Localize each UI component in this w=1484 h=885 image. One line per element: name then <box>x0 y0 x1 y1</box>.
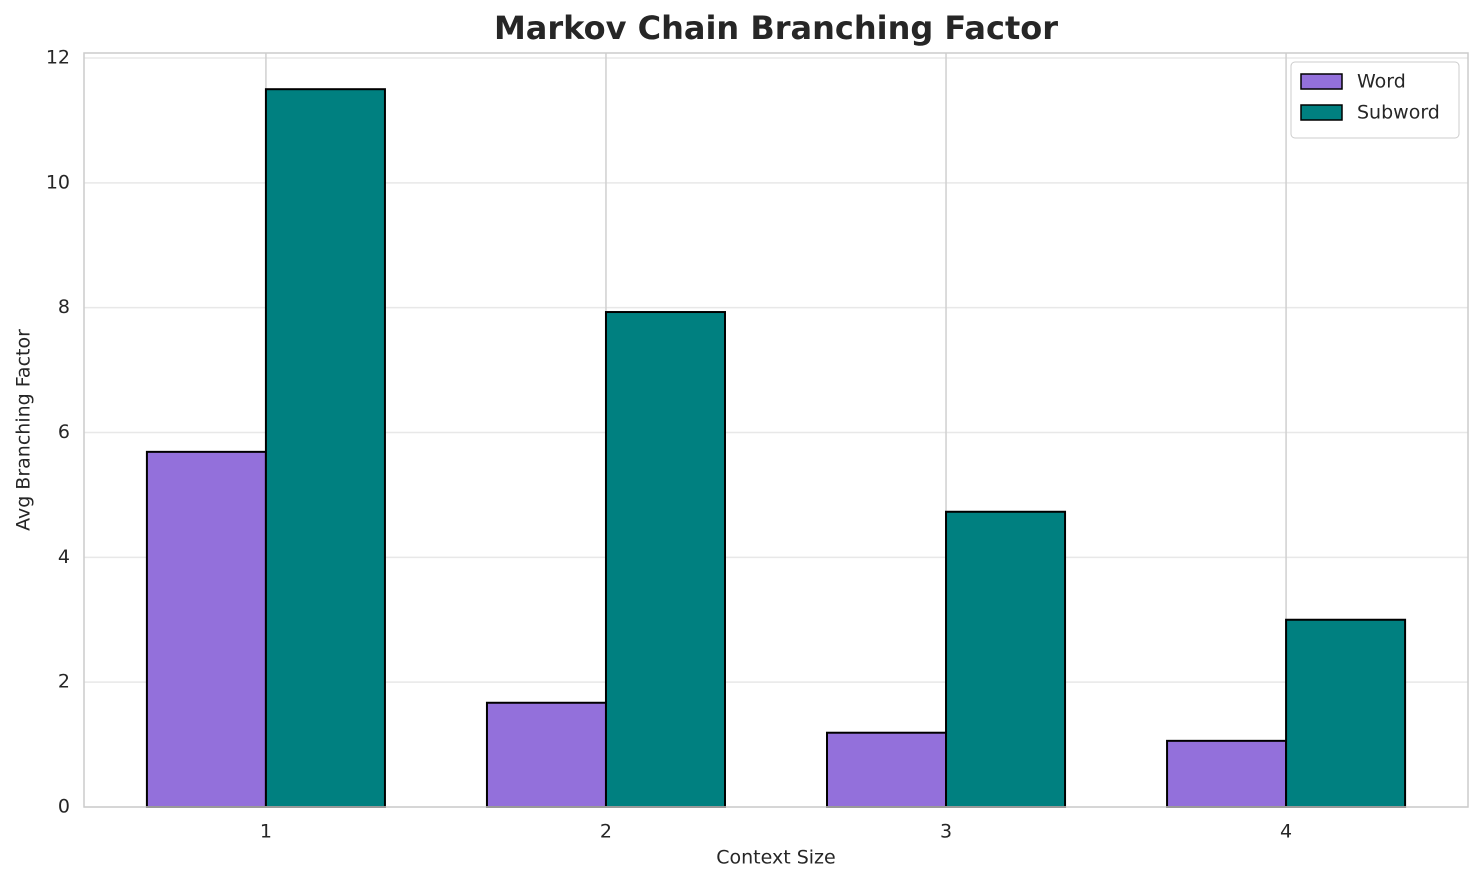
bar <box>1285 618 1407 809</box>
bar <box>485 701 607 808</box>
legend-swatch <box>1300 104 1343 121</box>
x-tick-label: 1 <box>260 821 272 843</box>
y-axis-label: Avg Branching Factor <box>13 329 35 531</box>
bar <box>604 311 726 808</box>
y-tick-label: 8 <box>58 296 70 318</box>
bar <box>945 510 1067 808</box>
chart-title: Markov Chain Branching Factor <box>494 9 1058 47</box>
bar <box>264 88 386 809</box>
y-tick-label: 2 <box>58 671 70 693</box>
bar <box>1166 739 1288 809</box>
x-tick-label: 4 <box>1280 821 1292 843</box>
bar <box>145 450 267 808</box>
y-tick-label: 10 <box>46 171 70 193</box>
bar <box>826 731 948 808</box>
legend-swatch <box>1300 73 1343 90</box>
y-tick-label: 12 <box>46 46 70 68</box>
axes-frame <box>83 52 1469 808</box>
x-tick-label: 3 <box>940 821 952 843</box>
y-tick-label: 4 <box>58 546 70 568</box>
legend-label: Subword <box>1357 102 1440 124</box>
legend-label: Word <box>1357 71 1406 93</box>
y-tick-label: 6 <box>58 421 70 443</box>
x-axis-label: Context Size <box>716 847 835 869</box>
x-tick-label: 2 <box>600 821 612 843</box>
y-tick-label: 0 <box>58 796 70 818</box>
